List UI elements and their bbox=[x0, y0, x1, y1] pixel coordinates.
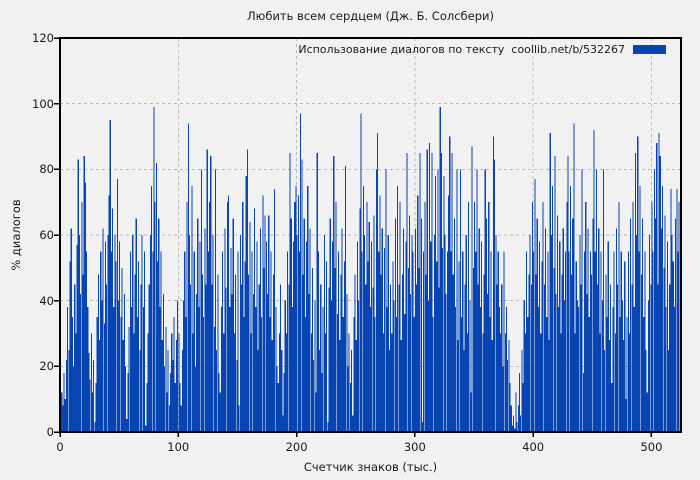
bars bbox=[60, 106, 681, 433]
legend: Использование диалогов по тексту coollib… bbox=[298, 42, 666, 56]
legend-label: Использование диалогов по тексту coollib… bbox=[298, 42, 625, 56]
x-tick-label: 0 bbox=[56, 440, 64, 454]
y-tick-label: 20 bbox=[39, 359, 54, 374]
y-tick-label: 60 bbox=[39, 228, 54, 242]
x-tick-label: 200 bbox=[285, 440, 308, 454]
legend-swatch bbox=[633, 44, 666, 54]
y-tick-label: 80 bbox=[39, 162, 54, 177]
x-tick-label: 400 bbox=[522, 440, 545, 454]
y-tick-label: 120 bbox=[32, 31, 54, 45]
x-axis-title: Счетчик знаков (тыс.) bbox=[303, 460, 438, 474]
y-tick-label: 0 bbox=[46, 425, 54, 439]
x-tick-label: 300 bbox=[403, 440, 426, 454]
y-tick-label: 100 bbox=[32, 96, 54, 111]
plot-frame bbox=[54, 37, 682, 437]
chart-title: Любить всем сердцем (Дж. Б. Солсбери) bbox=[247, 9, 494, 23]
x-tick-label: 100 bbox=[167, 440, 190, 454]
x-tick-label: 500 bbox=[640, 440, 663, 454]
y-tick-label: 40 bbox=[39, 293, 54, 308]
